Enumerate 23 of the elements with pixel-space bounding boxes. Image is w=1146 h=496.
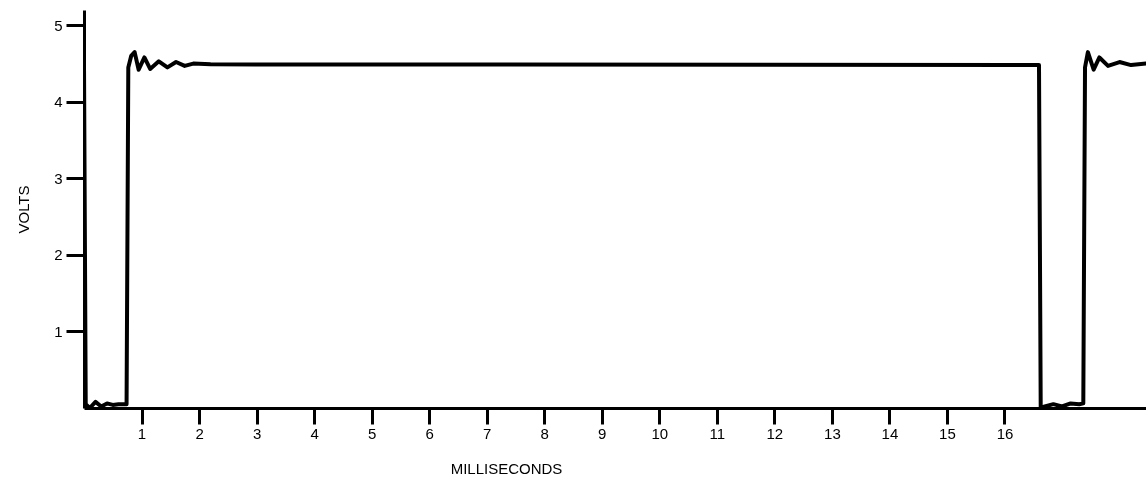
x-tick-label: 3 <box>252 424 262 442</box>
x-tick-label: 10 <box>651 424 669 442</box>
x-tick-label: 6 <box>425 424 434 442</box>
x-tick-label: 11 <box>709 424 726 442</box>
x-tick-label: 8 <box>540 424 549 442</box>
y-tick-label: 5 <box>54 16 63 34</box>
x-tick-label: 14 <box>881 424 899 442</box>
y-tick-label: 1 <box>54 322 63 340</box>
x-tick-label: 16 <box>996 424 1014 442</box>
x-tick-label: 15 <box>939 424 956 442</box>
x-tick-label: 5 <box>367 424 377 442</box>
x-tick-label: 9 <box>598 424 607 442</box>
x-tick-label: 7 <box>483 424 492 442</box>
x-tick-label: 4 <box>310 424 319 442</box>
x-tick-label: 1 <box>137 424 147 442</box>
y-tick-label: 2 <box>54 246 63 264</box>
y-tick-label: 3 <box>54 169 63 187</box>
y-axis-title: VOLTS <box>15 185 33 234</box>
x-tick-label: 2 <box>195 424 204 442</box>
y-tick-label: 4 <box>54 93 63 111</box>
x-tick-label: 12 <box>766 424 784 442</box>
x-axis-title: MILLISECONDS <box>450 459 563 477</box>
x-tick-label: 13 <box>824 424 841 442</box>
